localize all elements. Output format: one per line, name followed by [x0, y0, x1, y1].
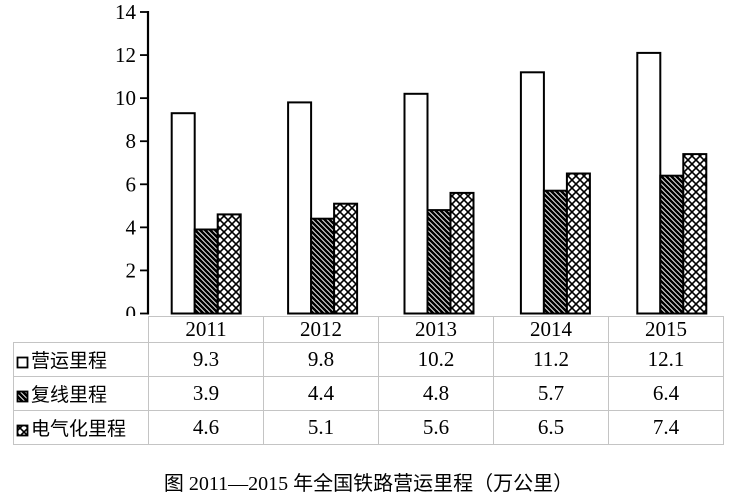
y-axis-tick-label: 6 [126, 172, 137, 196]
bar-复线里程-2013 [426, 209, 452, 315]
bar-复线里程-2011 [193, 228, 219, 315]
legend-label-double-track-mileage: 复线里程 [13, 376, 149, 411]
value-cell: 4.8 [378, 376, 494, 411]
value-cell: 7.4 [608, 410, 724, 445]
y-axis-tick-label: 12 [115, 43, 136, 67]
y-axis: 0 2 4 6 8 10 12 14 [115, 0, 150, 317]
year-header-2012: 2012 [263, 316, 379, 343]
bars [170, 51, 708, 315]
y-axis-tick-label: 4 [126, 215, 137, 239]
series-name: 营运里程 [31, 351, 108, 372]
legend-label-electrified-mileage: 电气化里程 [13, 410, 149, 445]
bar-复线里程-2014 [542, 189, 568, 315]
diagonal-hatch-legend-icon [16, 390, 29, 403]
table-row-electrified-mileage: 电气化里程 4.6 5.1 5.6 6.5 7.4 [13, 410, 724, 445]
value-cell: 6.4 [608, 376, 724, 411]
series-name: 电气化里程 [31, 419, 127, 440]
value-cell: 6.5 [493, 410, 609, 445]
value-cell: 5.7 [493, 376, 609, 411]
data-table: 2011 2012 2013 2014 2015 营运里程 9.3 9.8 10… [13, 316, 724, 445]
y-axis-tick-label: 0 [126, 302, 137, 317]
year-header-2014: 2014 [493, 316, 609, 343]
bar-营运里程-2011 [170, 112, 196, 315]
value-cell: 11.2 [493, 342, 609, 377]
y-axis-tick-label: 14 [115, 0, 137, 24]
legend-label-operating-mileage: 营运里程 [13, 342, 149, 377]
value-cell: 4.4 [263, 376, 379, 411]
y-axis-tick-label: 2 [126, 258, 137, 282]
year-header-row: 2011 2012 2013 2014 2015 [14, 316, 724, 343]
value-cell: 5.6 [378, 410, 494, 445]
value-cell: 12.1 [608, 342, 724, 377]
value-cell: 3.9 [148, 376, 264, 411]
bar-电气化里程-2011 [216, 213, 242, 315]
table-corner-blank [14, 317, 149, 343]
bar-chart: 0 2 4 6 8 10 12 14 [115, 0, 708, 317]
series-name: 复线里程 [31, 385, 108, 406]
bar-复线里程-2012 [310, 217, 336, 315]
y-axis-tick-label: 8 [126, 129, 137, 153]
table-row-double-track-mileage: 复线里程 3.9 4.4 4.8 5.7 6.4 [13, 376, 724, 411]
y-axis-tick-label: 10 [115, 86, 136, 110]
bar-营运里程-2014 [519, 71, 545, 315]
bar-电气化里程-2013 [449, 191, 475, 315]
value-cell: 9.8 [263, 342, 379, 377]
bar-营运里程-2012 [287, 101, 313, 315]
value-cell: 4.6 [148, 410, 264, 445]
value-cell: 9.3 [148, 342, 264, 377]
table-row-operating-mileage: 营运里程 9.3 9.8 10.2 11.2 12.1 [13, 342, 724, 377]
cross-hatch-legend-icon [16, 424, 29, 437]
white-square-legend-icon [16, 356, 29, 369]
year-header-2015: 2015 [608, 316, 724, 343]
bar-电气化里程-2014 [565, 172, 591, 315]
bar-营运里程-2013 [403, 92, 429, 315]
value-cell: 10.2 [378, 342, 494, 377]
year-header-2013: 2013 [378, 316, 494, 343]
bar-复线里程-2015 [659, 174, 685, 315]
bar-营运里程-2015 [636, 51, 662, 315]
bar-电气化里程-2012 [333, 202, 359, 315]
bar-电气化里程-2015 [682, 153, 708, 315]
figure-caption: 图 2011—2015 年全国铁路营运里程（万公里） [163, 473, 574, 495]
year-header-2011: 2011 [148, 316, 264, 343]
value-cell: 5.1 [263, 410, 379, 445]
